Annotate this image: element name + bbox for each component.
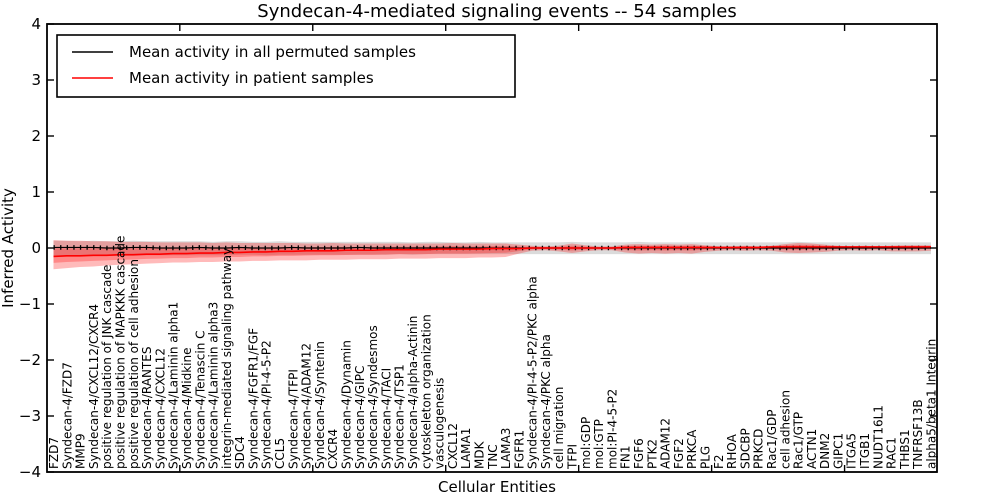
x-tick-label: FGF6	[632, 438, 646, 469]
x-tick-label: Syndecan-4/Laminin alpha1	[167, 302, 181, 469]
x-tick-label: FN1	[619, 445, 633, 469]
x-tick-label: SDC4	[233, 436, 247, 469]
x-tick-label: positive regulation of cell adhesion	[127, 259, 141, 469]
confidence-bands	[53, 240, 931, 270]
x-tick-label: PRKCA	[685, 429, 699, 469]
x-tick-label: CXCL12	[446, 423, 460, 469]
x-tick-label: Syndecan-4/FZD7	[60, 362, 74, 469]
x-tick-label: Syndecan-4/Laminin alpha3	[207, 302, 221, 469]
x-tick-label: CCL5	[273, 438, 287, 469]
x-tick-label: ITGA5	[845, 433, 859, 469]
y-tick-label: −4	[19, 463, 41, 481]
x-tick-label: GIPC1	[831, 433, 845, 469]
x-tick-label: cell migration	[552, 387, 566, 469]
y-tick-label: 0	[31, 239, 41, 257]
x-tick-label: PLG	[698, 446, 712, 469]
x-tick-label: Syndecan-4/PKC alpha	[539, 334, 553, 469]
x-tick-label: ADAM12	[659, 418, 673, 469]
x-tick-label: Syndecan-4/Dynamin	[340, 340, 354, 469]
legend: Mean activity in all permuted samples Me…	[56, 34, 516, 98]
x-tick-label: Syndecan-4/Tenascin C	[193, 330, 207, 469]
x-tick-label: cell adhesion	[778, 390, 792, 469]
x-tick-label: integrin-mediated signaling pathway	[220, 248, 234, 469]
x-tick-label: ITGB1	[858, 433, 872, 469]
y-tick-label: 3	[31, 71, 41, 89]
x-tick-label: SDCBP	[738, 428, 752, 469]
x-tick-label: mol:GDP	[579, 417, 593, 469]
x-tick-label: Rac1/GDP	[765, 410, 779, 469]
permuted-mean-markers	[53, 245, 931, 251]
x-tick-label: Syndecan-4/TFPI	[286, 369, 300, 469]
x-tick-label: LAMA3	[499, 428, 513, 469]
x-tick-label: FGF2	[672, 438, 686, 469]
x-axis-ticks	[179, 24, 846, 472]
legend-label-patient: Mean activity in patient samples	[129, 69, 374, 87]
x-tick-label: NUDT16L1	[871, 405, 885, 469]
x-tick-label: F2	[712, 454, 726, 469]
x-tick-label: Syndecan-4/TACI	[379, 368, 393, 469]
x-tick-label: MDK	[472, 440, 486, 469]
x-tick-label: TFPI	[566, 444, 580, 470]
x-tick-label: Syndecan-4/PI-4-5-P2/PKC alpha	[526, 276, 540, 469]
x-tick-label: THBS1	[898, 429, 912, 470]
x-tick-label: FGFR1	[512, 430, 526, 469]
y-tick-label: 2	[31, 127, 41, 145]
patient-mean-line	[53, 246, 931, 258]
x-tick-label: Syndecan-4/CXCL12/CXCR4	[87, 304, 101, 469]
x-tick-label: mol:GTP	[592, 419, 606, 469]
patient-range-inner-band	[53, 244, 931, 263]
x-tick-label: Syndecan-4/ADAM12	[300, 343, 314, 469]
x-tick-label: TNC	[486, 444, 500, 470]
legend-label-permuted: Mean activity in all permuted samples	[129, 43, 416, 61]
y-tick-label: 1	[31, 183, 41, 201]
y-axis-ticks: 4 3 2 1 0 −1 −2 −3 −4	[19, 15, 937, 481]
x-tick-label: Syndecan-4/RANTES	[140, 347, 154, 469]
x-tick-label: Syndecan-4/alpha-Actinin	[406, 316, 420, 469]
x-tick-label: LAMA1	[459, 428, 473, 469]
x-tick-label: positive regulation of JNK cascade	[100, 265, 114, 469]
x-axis-label: Cellular Entities	[438, 478, 556, 496]
x-tick-label: RHOA	[725, 433, 739, 469]
y-tick-label: −2	[19, 351, 41, 369]
x-tick-label: ACTN1	[805, 429, 819, 469]
y-tick-label: 4	[31, 15, 41, 33]
x-tick-label: positive regulation of MAPKKK cascade	[113, 236, 127, 469]
series-lines	[53, 245, 931, 258]
x-tick-label: Rac1/GTP	[792, 412, 806, 469]
x-tick-label: CXCR4	[326, 429, 340, 469]
x-tick-label: MMP9	[74, 433, 88, 469]
x-tick-label: alpha5/beta1 Integrin	[925, 339, 939, 469]
x-tick-label: cytoskeleton organization	[419, 314, 433, 469]
x-tick-label: PTK2	[645, 439, 659, 469]
x-tick-label: Syndecan-4/Syndesmos	[366, 325, 380, 469]
x-tick-label: PRKCD	[752, 429, 766, 469]
x-tick-label: FZD7	[47, 437, 61, 469]
x-tick-label: TNFRSF13B	[911, 399, 925, 470]
x-tick-label: Syndecan-4/Syntenin	[313, 341, 327, 469]
x-tick-label: mol:PI-4-5-P2	[605, 389, 619, 469]
chart-title: Syndecan-4-mediated signaling events -- …	[257, 1, 736, 22]
legend-box	[56, 34, 516, 98]
x-tick-label: RAC1	[885, 437, 899, 469]
x-tick-label: Syndecan-4/Midkine	[180, 348, 194, 469]
x-tick-label: DNM2	[818, 433, 832, 469]
x-tick-label: vasculogenesis	[433, 378, 447, 469]
x-tick-label: Syndecan-4/PI-4-5-P2	[260, 340, 274, 469]
y-tick-label: −1	[19, 295, 41, 313]
y-tick-label: −3	[19, 407, 41, 425]
x-tick-label: Syndecan-4/GIPC	[353, 366, 367, 469]
x-category-labels: FZD7 Syndecan-4/FZD7 MMP9 Syndecan-4/CXCL12…	[47, 236, 939, 470]
x-tick-label: Syndecan-4/FGFR1/FGF	[246, 328, 260, 469]
x-tick-label: Syndecan-4/TSP1	[393, 364, 407, 469]
y-axis-label: Inferred Activity	[0, 188, 17, 308]
x-tick-label: Syndecan-4/CXCL12	[153, 348, 167, 469]
